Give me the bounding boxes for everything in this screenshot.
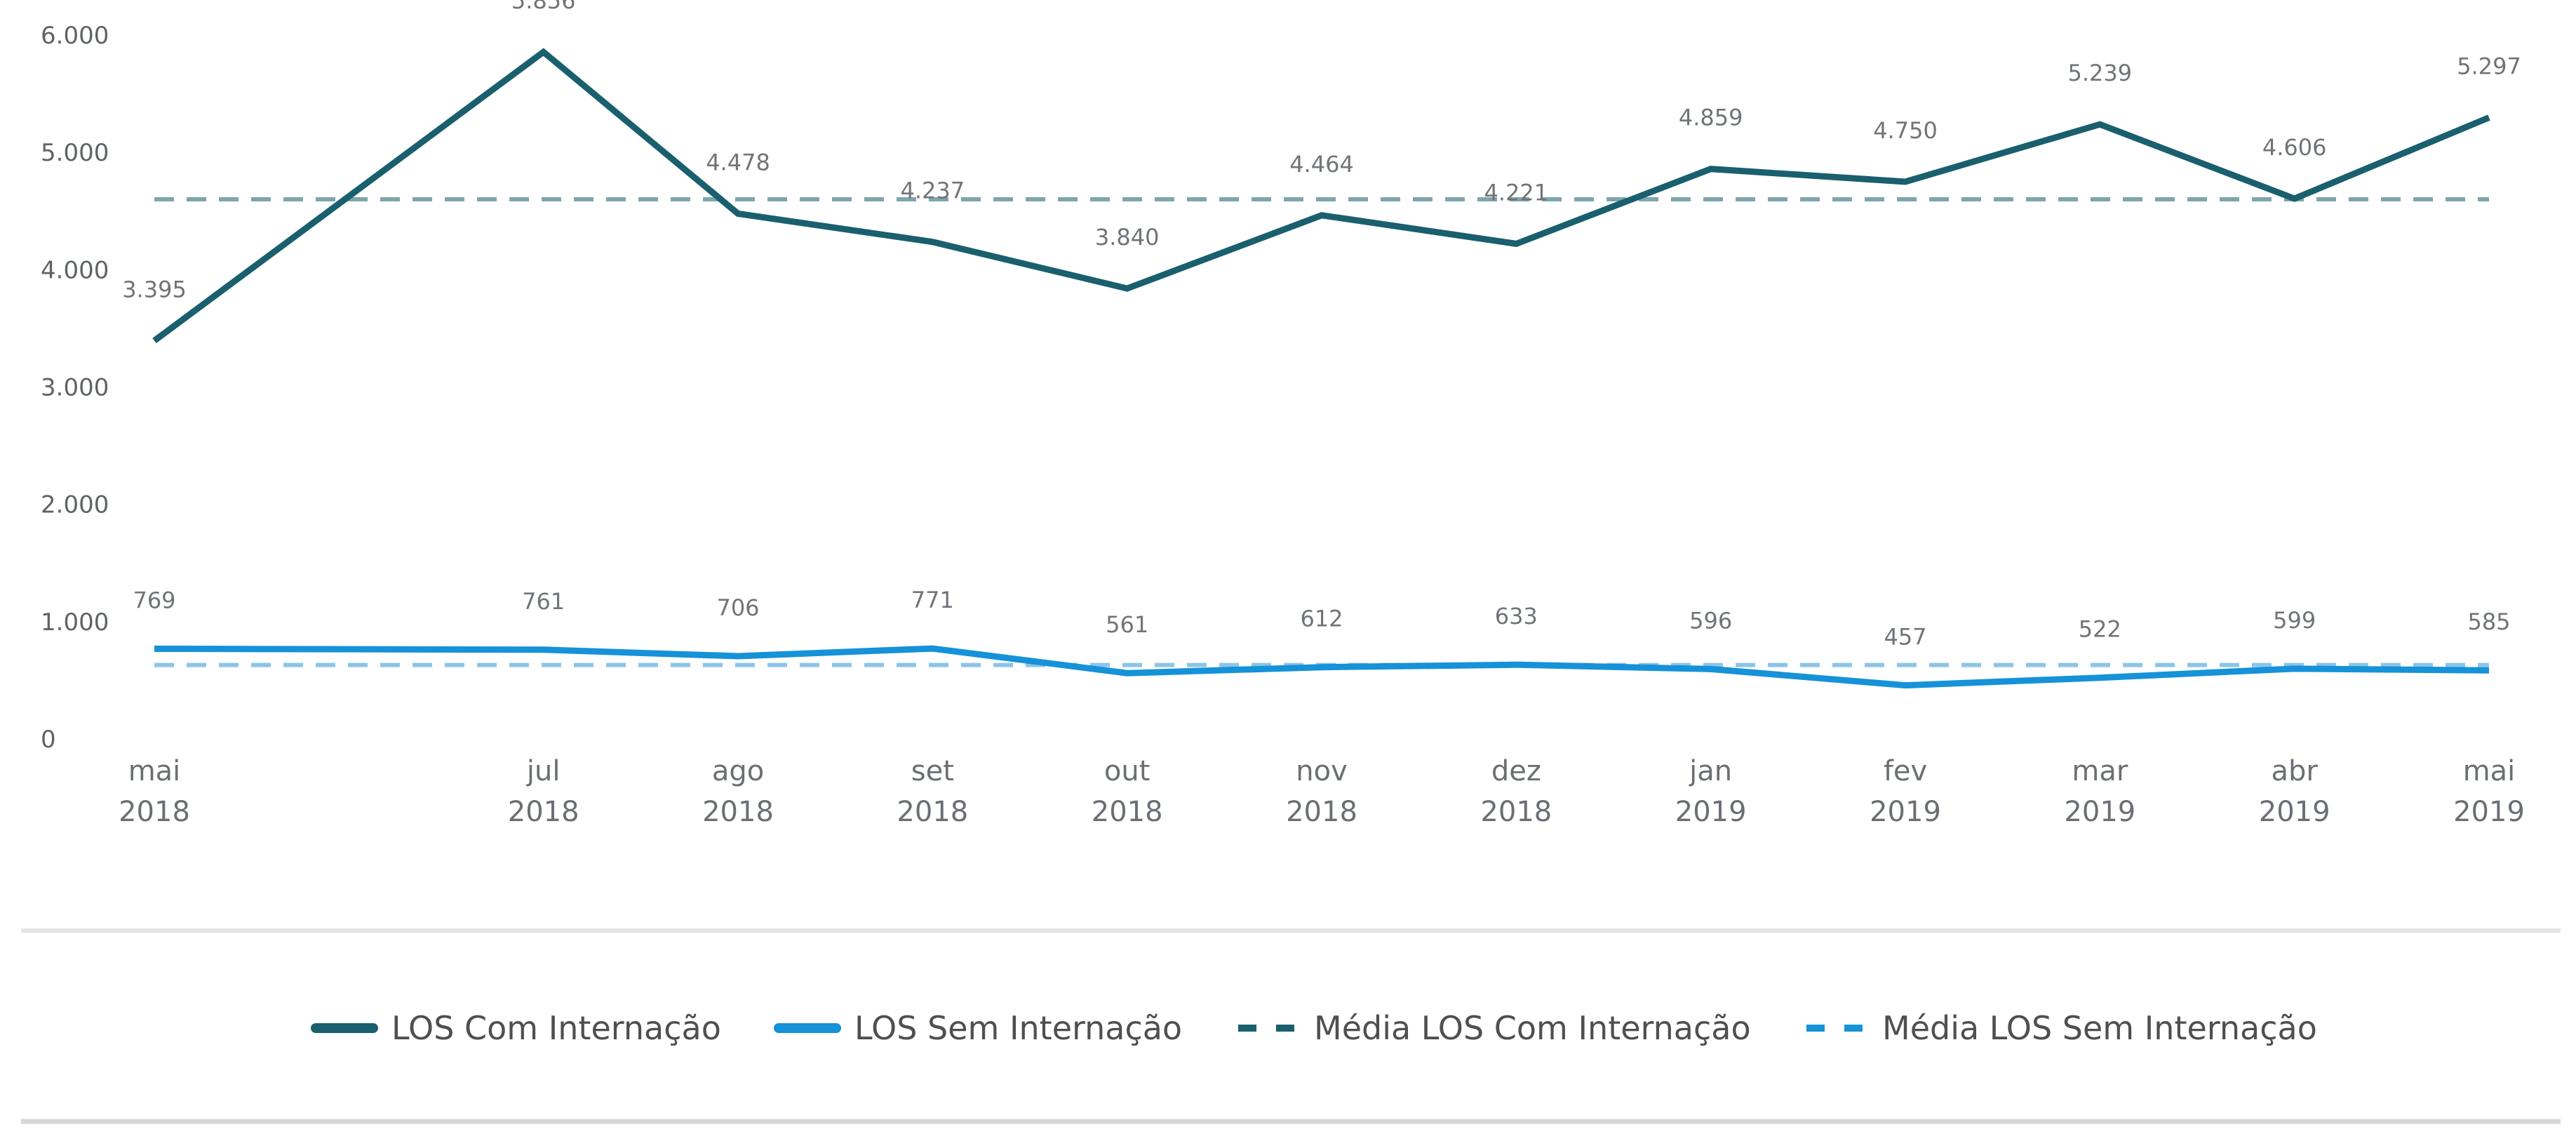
x-tick-month: mar <box>2072 755 2128 787</box>
x-tick-month: set <box>911 755 954 787</box>
legend-label: Média LOS Sem Internação <box>1882 1009 2317 1047</box>
x-tick-year: 2018 <box>508 796 579 828</box>
y-tick-label: 4.000 <box>41 256 109 284</box>
x-tick-year: 2019 <box>1870 796 1941 828</box>
data-label: 4.606 <box>2262 134 2327 161</box>
data-label: 761 <box>522 588 565 615</box>
data-label: 769 <box>133 587 175 613</box>
x-tick-month: mai <box>2463 755 2516 787</box>
y-tick-label: 0 <box>41 726 56 754</box>
data-label: 599 <box>2273 607 2316 634</box>
data-label: 4.464 <box>1289 151 1354 178</box>
legend-label: Média LOS Com Internação <box>1314 1009 1751 1047</box>
data-labels: 3.395 5.856 4.478 4.237 3.840 4.464 4.221 4.859… <box>122 0 2521 651</box>
x-tick-month: jul <box>526 755 561 787</box>
data-label: 457 <box>1884 624 1926 651</box>
legend-label: LOS Sem Internação <box>854 1009 1182 1047</box>
data-label: 633 <box>1495 603 1538 629</box>
data-label: 706 <box>716 594 759 621</box>
x-tick-month: abr <box>2271 755 2318 787</box>
legend-label: LOS Com Internação <box>391 1009 721 1047</box>
x-tick-month: dez <box>1491 755 1541 787</box>
data-label: 3.840 <box>1095 224 1160 251</box>
x-tick-year: 2019 <box>2453 796 2525 828</box>
data-label: 5.297 <box>2457 53 2521 80</box>
data-label: 612 <box>1300 606 1343 632</box>
legend: LOS Com Internação LOS Sem Internação Médi… <box>311 1009 2317 1047</box>
x-tick-month: ago <box>712 755 764 787</box>
x-tick-month: jan <box>1689 755 1732 787</box>
x-tick-year: 2019 <box>1675 796 1747 828</box>
data-label: 522 <box>2079 616 2121 643</box>
data-label: 771 <box>911 587 954 613</box>
series-line-0 <box>152 48 2490 344</box>
data-label: 4.237 <box>901 178 965 204</box>
x-tick-year: 2019 <box>2064 796 2135 828</box>
x-tick-year: 2018 <box>897 796 968 828</box>
data-label: 561 <box>1106 611 1148 638</box>
series-lines <box>152 48 2490 689</box>
x-tick-year: 2018 <box>119 796 190 828</box>
x-tick-year: 2018 <box>1286 796 1357 828</box>
y-axis: 0 1.000 2.000 3.000 4.000 5.000 6.000 <box>41 22 109 754</box>
x-tick-year: 2018 <box>1092 796 1163 828</box>
average-lines <box>154 197 2489 667</box>
data-label: 585 <box>2467 608 2510 635</box>
data-label: 5.239 <box>2068 60 2133 86</box>
data-label: 4.750 <box>1873 117 1938 144</box>
y-tick-label: 2.000 <box>41 491 109 519</box>
data-label: 4.478 <box>706 149 770 175</box>
x-tick-month: fev <box>1884 755 1927 787</box>
y-tick-label: 3.000 <box>41 374 109 402</box>
x-axis: mai 2018 jul 2018 ago 2018 set 2018 out 2018 nov 20… <box>119 755 2525 828</box>
x-tick-year: 2018 <box>702 796 774 828</box>
y-tick-label: 6.000 <box>41 22 109 50</box>
data-label: 3.395 <box>122 276 187 302</box>
y-tick-label: 1.000 <box>41 608 109 637</box>
data-label: 5.856 <box>511 0 576 14</box>
data-label: 596 <box>1689 607 1732 634</box>
x-tick-year: 2018 <box>1480 796 1552 828</box>
data-label: 4.221 <box>1484 179 1549 206</box>
data-label: 4.859 <box>1679 105 1743 131</box>
series-line-1 <box>154 645 2490 689</box>
x-tick-month: nov <box>1296 755 1348 787</box>
y-tick-label: 5.000 <box>41 139 109 167</box>
x-tick-month: mai <box>128 755 181 787</box>
x-tick-year: 2019 <box>2259 796 2330 828</box>
x-tick-month: out <box>1104 755 1151 787</box>
